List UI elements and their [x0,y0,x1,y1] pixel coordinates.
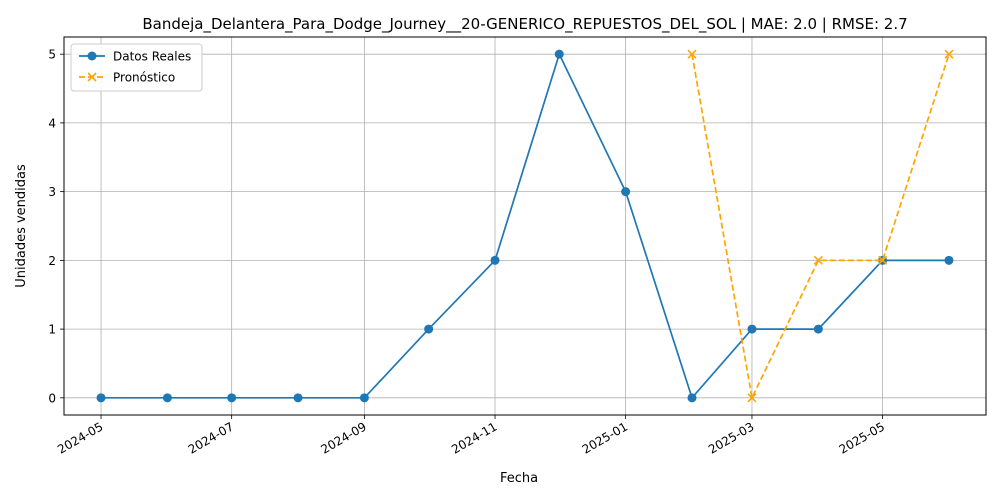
data-point [554,49,564,59]
data-point [490,255,500,265]
data-point [813,255,823,265]
data-point [687,393,697,403]
data-point [944,49,954,59]
series-1 [687,49,954,403]
x-axis-label: Fecha [500,471,538,486]
legend: Datos Reales Pronóstico [70,43,203,92]
data-point [359,393,369,403]
data-point [162,393,172,403]
y-tick-label: 0 [48,391,56,405]
data-point [621,187,631,197]
y-tick-label: 2 [48,254,56,268]
data-point [813,324,823,334]
data-point [747,324,757,334]
data-point [424,324,434,334]
data-point [227,393,237,403]
legend-label: Datos Reales [113,50,191,64]
y-tick-label: 5 [48,48,56,62]
y-tick-label: 1 [48,323,56,337]
data-point [944,255,954,265]
data-point [96,393,106,403]
series-layer [96,49,954,403]
data-point [878,255,888,265]
y-tick-label: 4 [48,116,56,130]
y-tick-label: 3 [48,185,56,199]
legend-label: Pronóstico [113,71,175,85]
series-line [101,51,949,400]
plot-frame [63,36,987,416]
legend-swatch-marker [87,72,97,82]
data-point [747,393,757,403]
data-point [687,49,697,59]
y-axis-label: Unidades vendidas [14,164,29,288]
legend-swatch-marker [87,51,97,61]
chart-title: Bandeja_Delantera_Para_Dodge_Journey__20… [142,15,907,34]
data-point [293,393,303,403]
